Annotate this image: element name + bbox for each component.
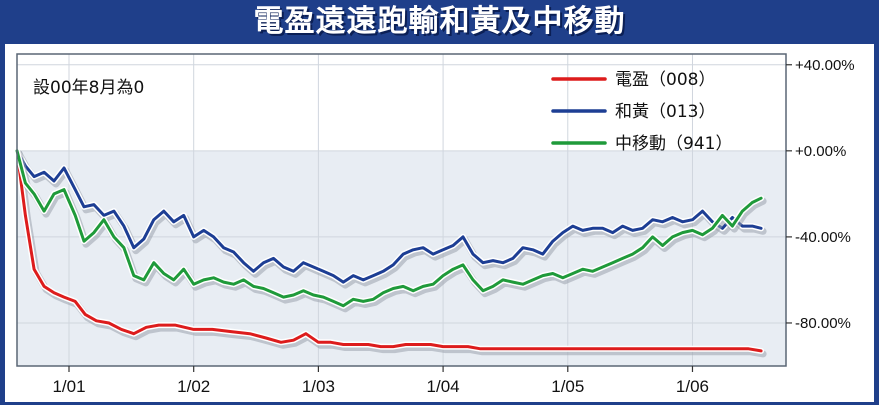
x-tick-label: 1/04 xyxy=(427,377,460,396)
y-tick-label: -40.00% xyxy=(795,229,851,246)
x-tick-label: 1/06 xyxy=(676,377,709,396)
plot-border xyxy=(16,53,787,367)
chart-panel: +40.00% +0.00% -40.00% -80.00% 1/01 1/02 1/03 1… xyxy=(5,44,874,402)
baseline-note: 設00年8月為0 xyxy=(33,78,144,98)
y-tick-label: -80.00% xyxy=(795,315,851,332)
plot-area xyxy=(17,54,786,366)
x-tick-label: 1/03 xyxy=(302,377,335,396)
chart-title: 電盈遠遠跑輸和黃及中移動 xyxy=(253,4,626,39)
legend-label-3: 中移動（941） xyxy=(615,134,732,154)
line-chart: +40.00% +0.00% -40.00% -80.00% 1/01 1/02 1/03 1… xyxy=(14,53,855,396)
x-tick-label: 1/05 xyxy=(551,377,584,396)
x-tick-label: 1/02 xyxy=(177,377,210,396)
grid-lines xyxy=(17,54,786,366)
series-line-1 xyxy=(15,149,763,353)
y-tick-label: +40.00% xyxy=(795,57,855,74)
x-tick-label: 1/01 xyxy=(52,377,85,396)
axes: +40.00% +0.00% -40.00% -80.00% 1/01 1/02 1/03 1… xyxy=(16,53,855,396)
legend: 電盈（008） 和黃（013） 中移動（941） xyxy=(551,70,732,154)
y-tick-label: +0.00% xyxy=(795,143,846,160)
series-line-2 xyxy=(15,149,763,284)
series-lines xyxy=(14,147,767,358)
legend-label-2: 和黃（013） xyxy=(615,102,715,122)
series-line-3 xyxy=(15,149,763,308)
legend-label-1: 電盈（008） xyxy=(615,70,715,90)
series-shadow xyxy=(15,150,767,289)
